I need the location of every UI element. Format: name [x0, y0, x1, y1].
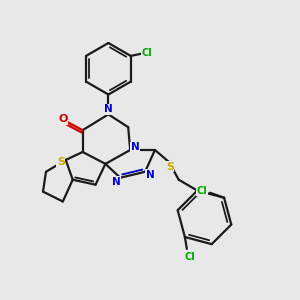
Text: Cl: Cl [197, 186, 208, 196]
Text: Cl: Cl [141, 48, 152, 58]
Text: O: O [58, 114, 68, 124]
Text: N: N [131, 142, 140, 152]
Text: N: N [112, 177, 121, 187]
Text: Cl: Cl [184, 252, 195, 262]
Text: S: S [57, 157, 65, 167]
Text: N: N [104, 104, 113, 114]
Text: S: S [166, 162, 174, 172]
Text: N: N [146, 170, 154, 180]
